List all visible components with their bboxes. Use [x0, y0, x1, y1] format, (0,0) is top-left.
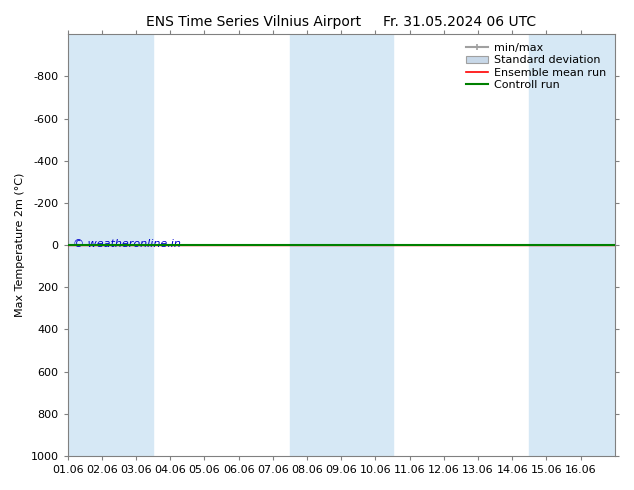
Y-axis label: Max Temperature 2m (°C): Max Temperature 2m (°C) — [15, 173, 25, 318]
Bar — [529, 34, 615, 456]
Text: © weatheronline.in: © weatheronline.in — [73, 239, 181, 249]
Title: ENS Time Series Vilnius Airport     Fr. 31.05.2024 06 UTC: ENS Time Series Vilnius Airport Fr. 31.0… — [146, 15, 536, 29]
Legend: min/max, Standard deviation, Ensemble mean run, Controll run: min/max, Standard deviation, Ensemble me… — [463, 40, 609, 93]
Bar — [290, 34, 392, 456]
Bar — [68, 34, 153, 456]
